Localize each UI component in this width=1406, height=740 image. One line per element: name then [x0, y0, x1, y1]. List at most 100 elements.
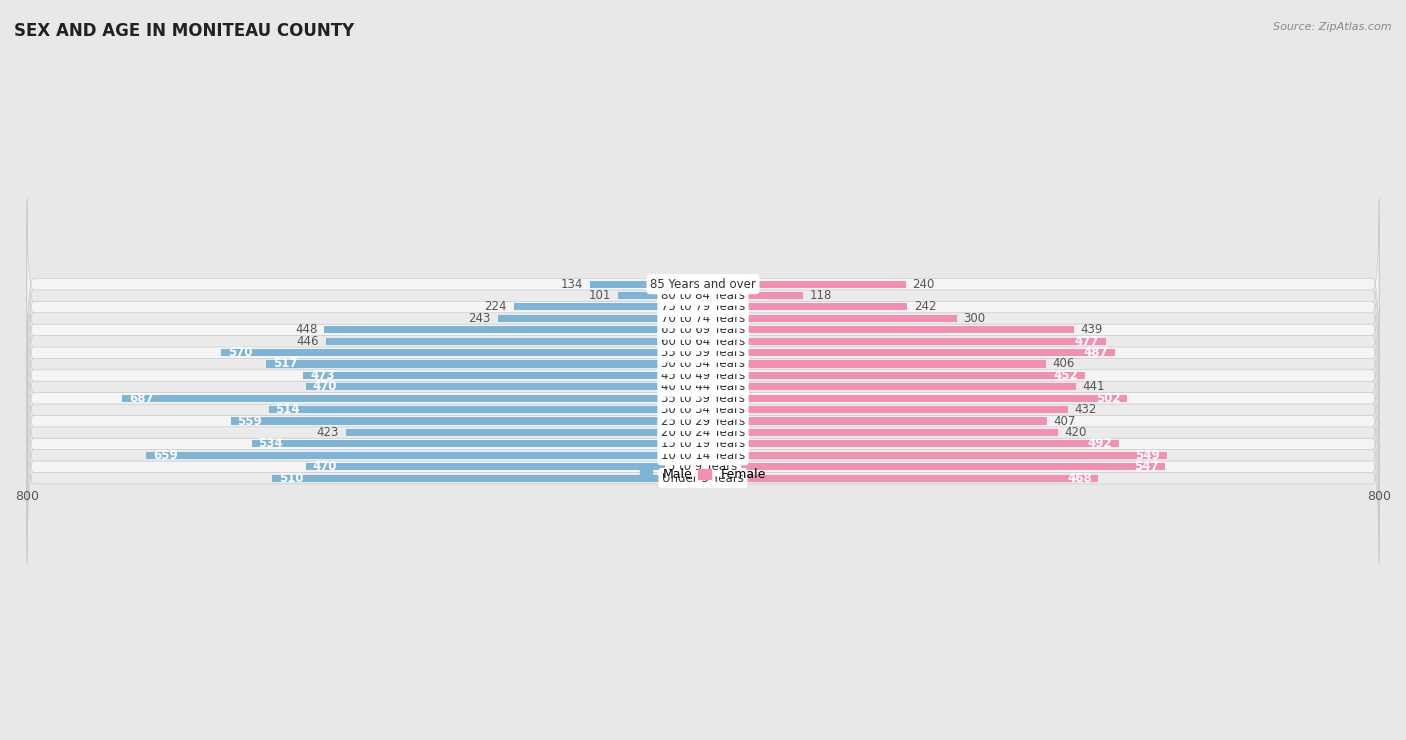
Text: 446: 446	[297, 334, 319, 348]
Text: 420: 420	[1064, 426, 1087, 439]
Text: 35 to 39 Years: 35 to 39 Years	[661, 391, 745, 405]
Text: 547: 547	[1133, 460, 1159, 473]
FancyBboxPatch shape	[27, 210, 1379, 381]
FancyBboxPatch shape	[27, 278, 1379, 449]
Bar	[703, 314, 956, 322]
Text: 20 to 24 Years: 20 to 24 Years	[661, 426, 745, 439]
Bar	[703, 337, 1107, 345]
Bar	[325, 326, 703, 333]
Bar	[703, 292, 803, 299]
Legend: Male, Female: Male, Female	[636, 463, 770, 486]
Text: 477: 477	[1074, 334, 1099, 348]
Text: 60 to 64 Years: 60 to 64 Years	[661, 334, 745, 348]
Text: 50 to 54 Years: 50 to 54 Years	[661, 357, 745, 371]
Bar	[703, 429, 1057, 436]
Bar	[498, 314, 703, 322]
Bar	[326, 337, 703, 345]
Bar	[271, 474, 703, 482]
Bar	[617, 292, 703, 299]
Bar	[703, 280, 905, 288]
Bar	[703, 326, 1074, 333]
Text: 432: 432	[1074, 403, 1097, 416]
Text: 75 to 79 Years: 75 to 79 Years	[661, 300, 745, 314]
Text: 687: 687	[129, 391, 153, 405]
Text: 468: 468	[1067, 471, 1091, 485]
Text: 45 to 49 Years: 45 to 49 Years	[661, 369, 745, 382]
Bar	[589, 280, 703, 288]
Text: 473: 473	[311, 369, 335, 382]
Bar	[307, 383, 703, 390]
Bar	[703, 406, 1069, 413]
Bar	[703, 303, 907, 311]
Text: 659: 659	[153, 448, 177, 462]
Text: Under 5 Years: Under 5 Years	[662, 471, 744, 485]
Text: 65 to 69 Years: 65 to 69 Years	[661, 323, 745, 336]
Text: Source: ZipAtlas.com: Source: ZipAtlas.com	[1274, 22, 1392, 33]
Text: 15 to 19 Years: 15 to 19 Years	[661, 437, 745, 451]
Bar	[269, 406, 703, 413]
Text: 406: 406	[1053, 357, 1076, 371]
Bar	[703, 463, 1166, 470]
FancyBboxPatch shape	[27, 370, 1379, 541]
Bar	[346, 429, 703, 436]
Text: 240: 240	[912, 278, 935, 291]
Text: 452: 452	[1053, 369, 1078, 382]
Bar	[231, 417, 703, 425]
Text: 300: 300	[963, 312, 986, 325]
FancyBboxPatch shape	[27, 199, 1379, 369]
Text: 40 to 44 Years: 40 to 44 Years	[661, 380, 745, 393]
Bar	[703, 451, 1167, 459]
FancyBboxPatch shape	[27, 336, 1379, 506]
FancyBboxPatch shape	[27, 221, 1379, 392]
Text: 242: 242	[914, 300, 936, 314]
Bar	[703, 383, 1076, 390]
Text: 470: 470	[312, 460, 337, 473]
Bar	[703, 372, 1085, 379]
Text: 101: 101	[589, 289, 610, 302]
Text: 224: 224	[485, 300, 508, 314]
Bar	[703, 417, 1047, 425]
Text: 5 to 9 Years: 5 to 9 Years	[668, 460, 738, 473]
Text: 407: 407	[1053, 414, 1076, 428]
Text: 549: 549	[1136, 448, 1160, 462]
Bar	[266, 360, 703, 368]
Bar	[703, 440, 1119, 448]
Bar	[513, 303, 703, 311]
Text: 487: 487	[1083, 346, 1108, 359]
FancyBboxPatch shape	[27, 244, 1379, 415]
Text: 30 to 34 Years: 30 to 34 Years	[661, 403, 745, 416]
FancyBboxPatch shape	[27, 290, 1379, 461]
Text: 243: 243	[468, 312, 491, 325]
Text: 70 to 74 Years: 70 to 74 Years	[661, 312, 745, 325]
Bar	[703, 360, 1046, 368]
Text: 80 to 84 Years: 80 to 84 Years	[661, 289, 745, 302]
Text: 559: 559	[238, 414, 262, 428]
FancyBboxPatch shape	[27, 313, 1379, 484]
Text: 439: 439	[1081, 323, 1104, 336]
Bar	[703, 349, 1115, 356]
Text: 510: 510	[278, 471, 304, 485]
Bar	[703, 474, 1098, 482]
Text: 570: 570	[228, 346, 253, 359]
Text: 517: 517	[273, 357, 298, 371]
Bar	[252, 440, 703, 448]
Text: 514: 514	[276, 403, 299, 416]
Bar	[304, 372, 703, 379]
Bar	[146, 451, 703, 459]
FancyBboxPatch shape	[27, 301, 1379, 472]
Text: 85 Years and over: 85 Years and over	[650, 278, 756, 291]
Bar	[122, 394, 703, 402]
Text: 55 to 59 Years: 55 to 59 Years	[661, 346, 745, 359]
FancyBboxPatch shape	[27, 267, 1379, 438]
Text: 492: 492	[1087, 437, 1112, 451]
Text: 502: 502	[1095, 391, 1121, 405]
FancyBboxPatch shape	[27, 347, 1379, 518]
Text: 118: 118	[810, 289, 832, 302]
FancyBboxPatch shape	[27, 393, 1379, 563]
Text: 134: 134	[561, 278, 583, 291]
Text: 25 to 29 Years: 25 to 29 Years	[661, 414, 745, 428]
FancyBboxPatch shape	[27, 358, 1379, 529]
Bar	[307, 463, 703, 470]
FancyBboxPatch shape	[27, 324, 1379, 495]
Text: 534: 534	[259, 437, 283, 451]
